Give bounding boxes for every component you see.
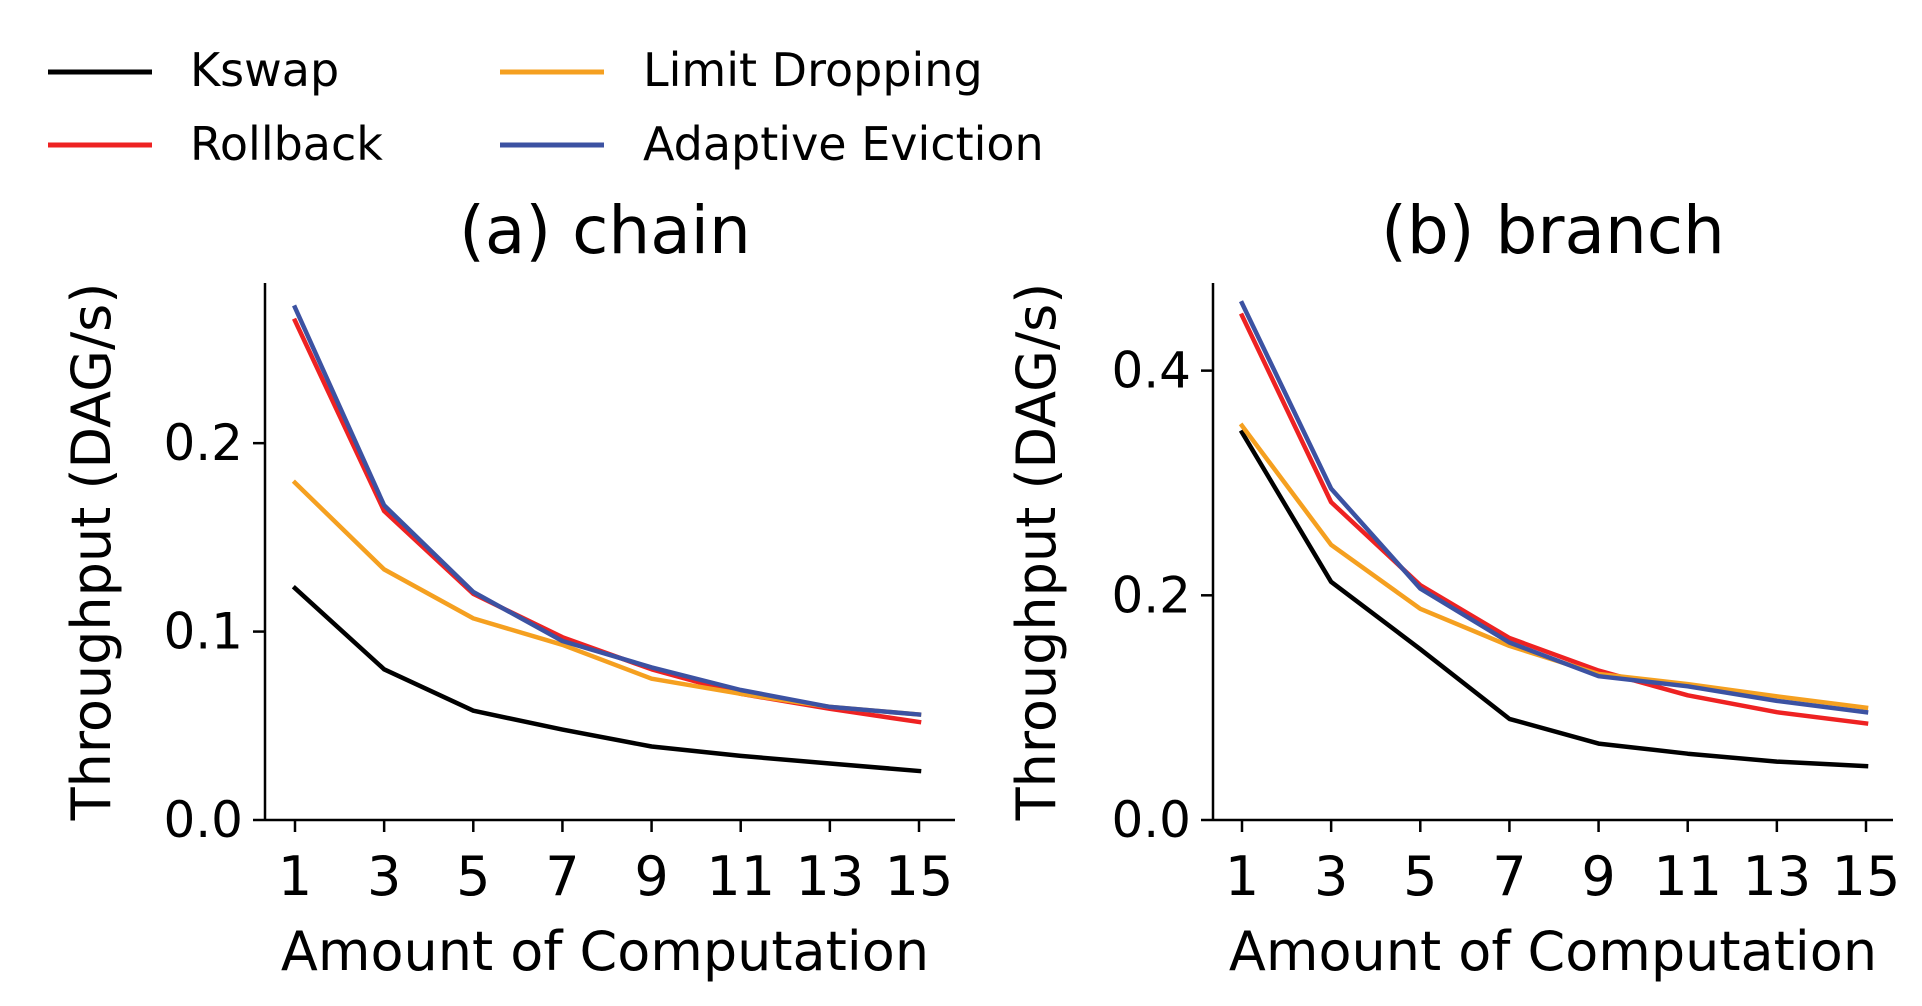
x-tick-label: 15: [1832, 845, 1901, 908]
legend-label-adaptive-eviction: Adaptive Eviction: [643, 117, 1044, 171]
x-tick-label: 11: [706, 845, 775, 908]
y-tick-label: 0.4: [1111, 342, 1191, 400]
x-tick-label: 11: [1653, 845, 1722, 908]
x-tick-label: 9: [1581, 845, 1615, 908]
y-tick-label: 0.0: [163, 791, 243, 849]
series-line-adaptive-eviction: [292, 304, 922, 717]
chart-title: (b) branch: [1381, 192, 1725, 269]
x-tick-label: 5: [456, 845, 490, 908]
legend-entry-adaptive-eviction: Adaptive Eviction: [500, 117, 1044, 171]
legend-label-kswap: Kswap: [190, 43, 339, 97]
legend-label-rollback: Rollback: [190, 117, 383, 171]
chart-title: (a) chain: [459, 192, 751, 269]
series-line-limit-dropping: [1238, 422, 1869, 711]
y-tick-label: 0.2: [1111, 566, 1191, 624]
legend-label-limit-dropping: Limit Dropping: [643, 43, 983, 97]
series-line-kswap: [291, 585, 922, 774]
y-tick-label: 0.0: [1111, 791, 1191, 849]
x-tick-label: 13: [795, 845, 864, 908]
series-line-kswap: [1238, 429, 1869, 769]
x-tick-label: 7: [1492, 845, 1526, 908]
x-tick-label: 1: [278, 845, 312, 908]
y-tick-label: 0.1: [163, 603, 243, 661]
x-tick-label: 13: [1742, 845, 1811, 908]
x-tick-label: 3: [367, 845, 401, 908]
x-tick-label: 15: [885, 845, 954, 908]
x-tick-label: 1: [1225, 845, 1259, 908]
x-tick-label: 3: [1314, 845, 1348, 908]
legend-entry-kswap: Kswap: [48, 43, 339, 97]
x-axis-label: Amount of Computation: [1229, 920, 1877, 983]
legend: Kswap Rollback Limit Dropping Adaptive E…: [48, 43, 1044, 171]
x-tick-label: 7: [545, 845, 579, 908]
x-axis-label: Amount of Computation: [281, 920, 929, 983]
legend-entry-rollback: Rollback: [48, 117, 383, 171]
y-axis-label: Throughput (DAG/s): [1005, 283, 1068, 822]
y-tick-label: 0.2: [163, 414, 243, 472]
y-axis-label: Throughput (DAG/s): [60, 283, 123, 822]
x-tick-label: 9: [634, 845, 668, 908]
x-tick-label: 5: [1403, 845, 1437, 908]
legend-entry-limit-dropping: Limit Dropping: [500, 43, 983, 97]
series-line-adaptive-eviction: [1238, 300, 1869, 715]
series-line-rollback: [1238, 312, 1869, 726]
